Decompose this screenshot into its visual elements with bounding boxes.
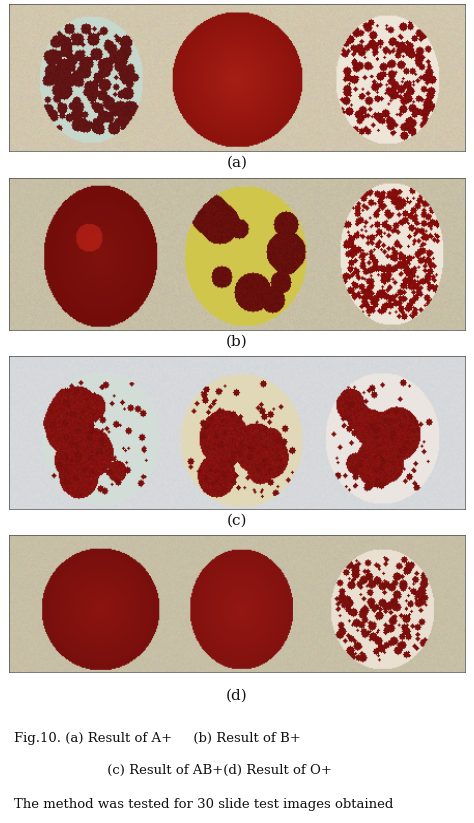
Text: (c): (c) — [227, 514, 247, 528]
Text: (a): (a) — [227, 156, 247, 170]
Text: (b): (b) — [226, 335, 248, 349]
Text: (c) Result of AB+(d) Result of O+: (c) Result of AB+(d) Result of O+ — [69, 764, 331, 777]
Text: Fig.10. (a) Result of A+     (b) Result of B+: Fig.10. (a) Result of A+ (b) Result of B… — [14, 732, 301, 745]
Text: The method was tested for 30 slide test images obtained: The method was tested for 30 slide test … — [14, 798, 393, 811]
Text: (d): (d) — [226, 688, 248, 702]
